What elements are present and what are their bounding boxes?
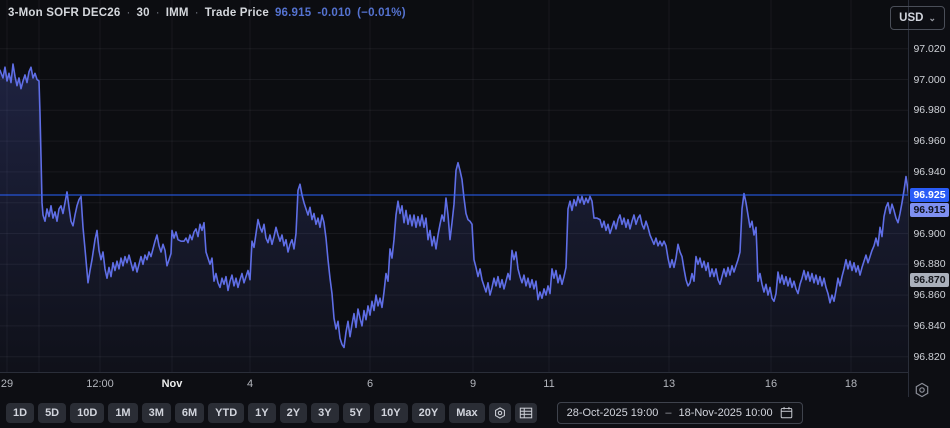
price-axis-label: 96.820	[913, 350, 946, 363]
range-button-1m[interactable]: 1M	[108, 402, 138, 423]
symbol-header[interactable]: 3-Mon SOFR DEC26 · 30 · IMM · Trade Pric…	[8, 7, 406, 19]
time-axis-label: 9	[469, 378, 477, 390]
bottom-toolbar: 1D 5D 10D 1M 3M 6M YTD 1Y 2Y 3Y 5Y 10Y 20Y Max 28-Oct…	[0, 397, 950, 428]
time-axis-label: 12:00	[86, 378, 114, 390]
range-button-ytd[interactable]: YTD	[208, 402, 245, 423]
exchange-name: IMM	[165, 7, 189, 19]
price-axis-label: 96.900	[913, 227, 946, 240]
range-button-10y[interactable]: 10Y	[374, 402, 408, 423]
chevron-down-icon: ⌄	[928, 12, 936, 23]
range-button-1d[interactable]: 1D	[6, 402, 35, 423]
price-axis-label: 96.840	[913, 319, 946, 332]
price-badge-line: 96.925	[910, 188, 949, 202]
series-label: Trade Price	[204, 7, 269, 19]
price-axis-label: 96.960	[913, 135, 946, 148]
time-axis-label: 29	[0, 378, 14, 390]
price-badge-last: 96.915	[910, 203, 949, 218]
time-axis-label: 16	[764, 378, 778, 390]
range-button-5y[interactable]: 5Y	[342, 402, 371, 423]
separator-dot: ·	[126, 7, 131, 19]
price-axis-label: 96.880	[913, 258, 946, 271]
price-badge-gray: 96.870	[910, 272, 949, 287]
currency-selector[interactable]: USD ⌄	[890, 6, 945, 30]
time-axis-label: 4	[246, 378, 254, 390]
price-axis-label: 96.980	[913, 104, 946, 117]
gear-nut-icon	[494, 406, 505, 419]
time-axis[interactable]: 29 12:00 Nov 4 6 9 11 13 16 18	[0, 372, 950, 397]
time-axis-label: 11	[543, 378, 555, 390]
separator-dot: ·	[155, 7, 160, 19]
range-button-group: 1D 5D 10D 1M 3M 6M YTD 1Y 2Y 3Y 5Y 10Y 20Y Max	[6, 402, 485, 423]
time-axis-label: Nov	[161, 378, 183, 390]
range-button-max[interactable]: Max	[449, 402, 485, 423]
range-button-6m[interactable]: 6M	[174, 402, 205, 423]
range-button-10d[interactable]: 10D	[70, 402, 105, 423]
time-axis-label: 6	[366, 378, 374, 390]
price-axis[interactable]: 97.020 97.000 96.980 96.960 96.940 96.900 96.8…	[908, 0, 950, 397]
price-axis-label: 97.000	[913, 73, 946, 86]
time-axis-label: 13	[662, 378, 676, 390]
separator-dot: ·	[194, 7, 199, 19]
price-axis-label: 96.940	[913, 165, 946, 178]
range-button-20y[interactable]: 20Y	[411, 402, 446, 423]
last-price-value: 96.915	[274, 7, 312, 19]
chart-plot-area[interactable]	[0, 0, 908, 372]
interval-value[interactable]: 30	[136, 7, 150, 19]
date-range-picker[interactable]: 28-Oct-2025 19:00 – 18-Nov-2025 10:00	[556, 401, 803, 424]
date-from: 28-Oct-2025 19:00	[566, 406, 659, 419]
price-change-value: -0.010	[317, 7, 352, 19]
data-grid-button[interactable]	[514, 402, 537, 423]
range-button-3m[interactable]: 3M	[141, 402, 171, 423]
price-change-percent: (−0.01%)	[357, 7, 406, 19]
date-range-separator: –	[665, 406, 672, 419]
calendar-icon	[780, 406, 792, 419]
time-axis-label: 18	[844, 378, 858, 390]
range-button-3y[interactable]: 3Y	[311, 402, 339, 423]
range-button-5d[interactable]: 5D	[38, 402, 67, 423]
range-button-2y[interactable]: 2Y	[279, 402, 308, 423]
currency-label: USD	[899, 12, 924, 24]
date-to: 18-Nov-2025 10:00	[678, 406, 773, 419]
price-axis-label: 96.860	[913, 289, 946, 302]
price-scale-settings-icon[interactable]	[913, 381, 931, 399]
grid-table-icon	[519, 407, 532, 418]
price-line-chart	[0, 0, 908, 372]
symbol-name[interactable]: 3-Mon SOFR DEC26	[8, 7, 121, 19]
chart-settings-button[interactable]	[488, 402, 511, 423]
price-axis-label: 97.020	[913, 42, 946, 55]
range-button-1y[interactable]: 1Y	[248, 402, 276, 423]
